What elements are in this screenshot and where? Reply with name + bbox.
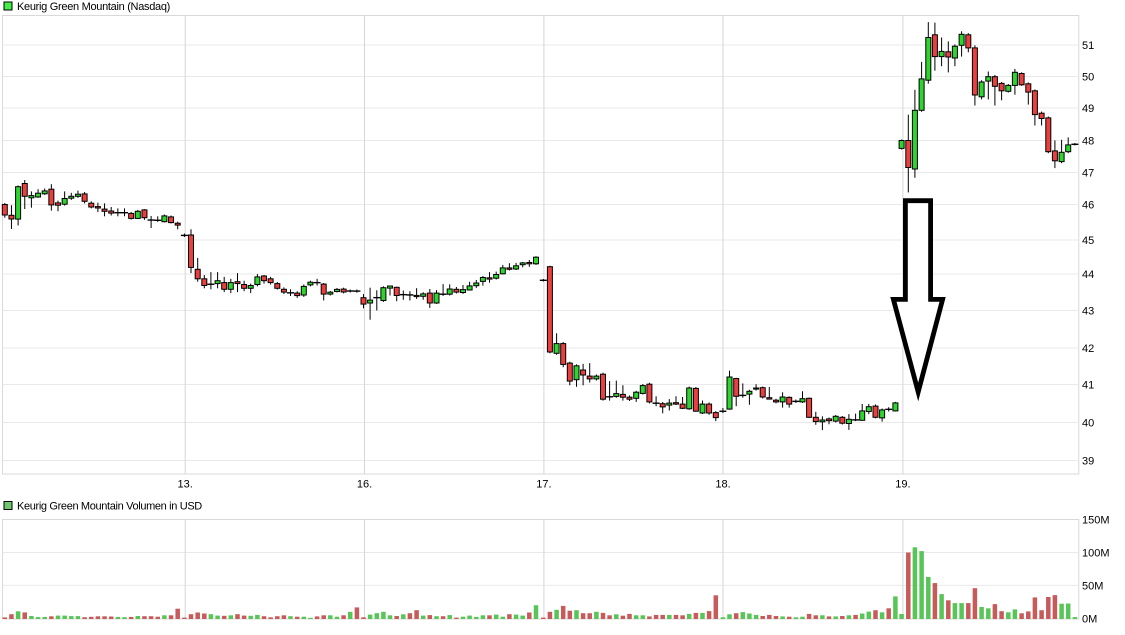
svg-text:50: 50 <box>1082 71 1094 83</box>
svg-text:45: 45 <box>1082 235 1094 247</box>
svg-text:16.: 16. <box>357 479 372 491</box>
svg-text:40: 40 <box>1082 417 1094 429</box>
svg-text:47: 47 <box>1082 167 1094 179</box>
svg-text:48: 48 <box>1082 135 1094 147</box>
svg-text:Keurig Green Mountain (Nasdaq): Keurig Green Mountain (Nasdaq) <box>17 1 170 13</box>
svg-text:46: 46 <box>1082 199 1094 211</box>
svg-text:41: 41 <box>1082 379 1094 391</box>
svg-text:39: 39 <box>1082 455 1094 467</box>
svg-text:19.: 19. <box>895 479 910 491</box>
svg-text:18.: 18. <box>715 479 730 491</box>
svg-text:Keurig Green Mountain Volumen: Keurig Green Mountain Volumen in USD <box>17 501 202 513</box>
svg-text:51: 51 <box>1082 40 1094 52</box>
svg-text:150M: 150M <box>1082 514 1110 526</box>
svg-text:42: 42 <box>1082 343 1094 355</box>
svg-text:44: 44 <box>1082 269 1094 281</box>
svg-text:0M: 0M <box>1082 614 1097 626</box>
svg-text:49: 49 <box>1082 103 1094 115</box>
svg-text:50M: 50M <box>1082 580 1103 592</box>
svg-text:100M: 100M <box>1082 547 1110 559</box>
svg-text:17.: 17. <box>536 479 551 491</box>
svg-text:13.: 13. <box>178 479 193 491</box>
svg-text:43: 43 <box>1082 305 1094 317</box>
